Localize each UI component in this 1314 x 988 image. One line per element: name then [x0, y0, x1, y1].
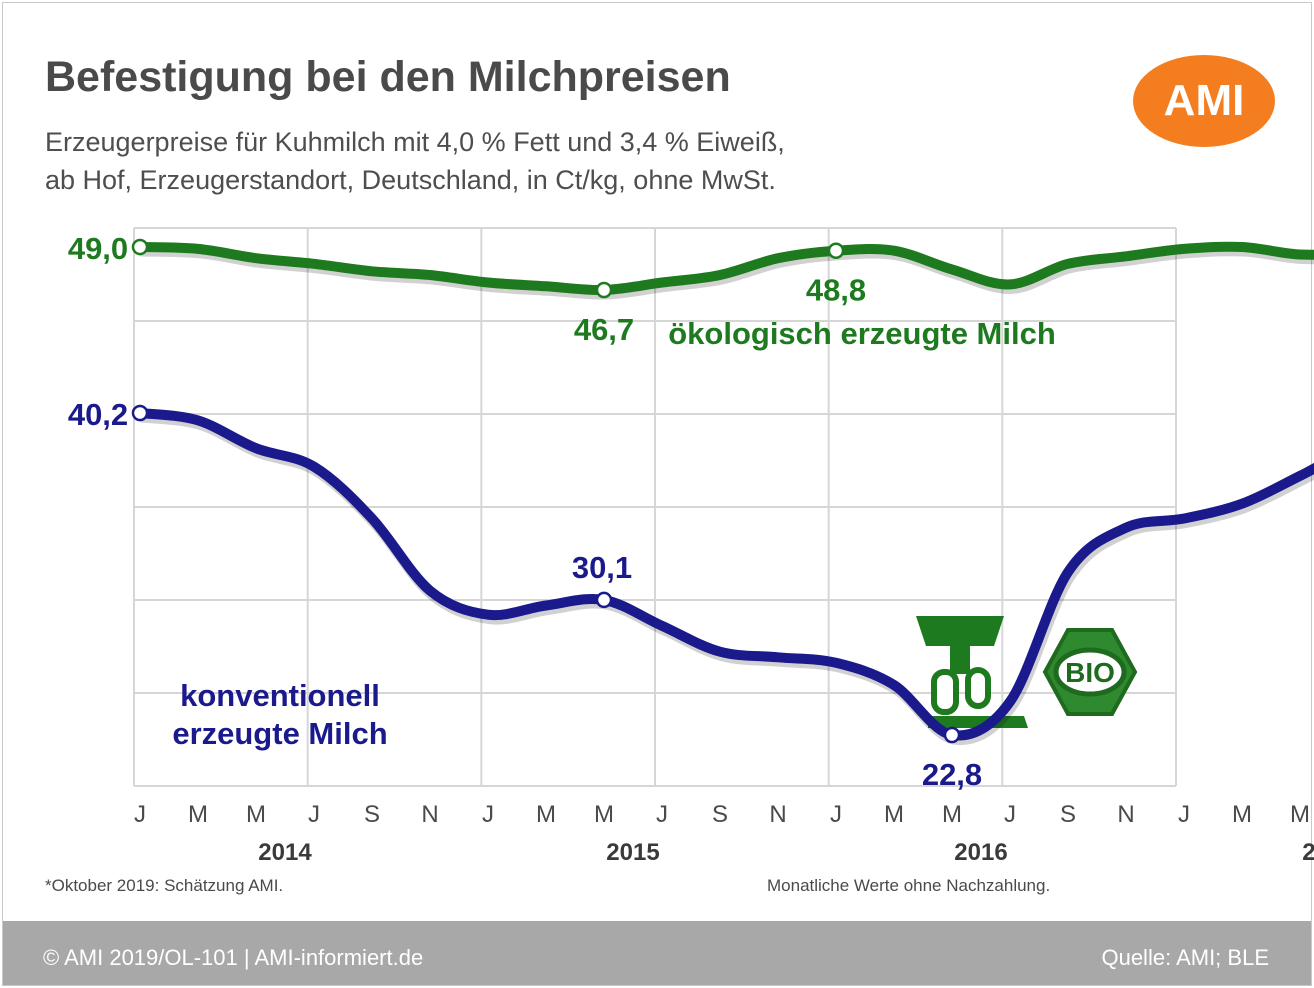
data-point-marker: [595, 281, 613, 299]
x-tick-label: N: [421, 801, 438, 828]
subtitle-line-1: Erzeugerpreise für Kuhmilch mit 4,0 % Fe…: [45, 127, 785, 157]
x-tick-label: J: [134, 801, 146, 828]
milk-tank-icon: [916, 616, 1028, 728]
series-organic: 49,046,748,848,947,347,1*ökologisch erze…: [68, 231, 1314, 351]
data-label: 22,8: [922, 757, 982, 792]
x-tick-label: J: [1004, 801, 1016, 828]
year-label: 2016: [954, 839, 1007, 866]
x-tick-label: M: [536, 801, 556, 828]
data-point-marker: [827, 242, 845, 259]
data-point-marker: [595, 591, 613, 609]
series-layer: 49,046,748,848,947,347,1*ökologisch erze…: [68, 231, 1314, 792]
x-tick-label: N: [769, 801, 786, 828]
chart-icons: BIO: [916, 616, 1138, 728]
series-conventional: 40,230,122,839,134,732,9*konventioneller…: [68, 397, 1314, 792]
data-label: 46,7: [574, 312, 634, 347]
x-tick-label: S: [1060, 801, 1076, 828]
series-line: [135, 241, 1314, 296]
footer-bar: [3, 921, 1311, 985]
data-point-marker: [131, 238, 149, 256]
bio-seal-label: BIO: [1065, 657, 1115, 688]
chart-grid: [133, 227, 1177, 787]
x-tick-label: S: [364, 801, 380, 828]
data-point-marker: [943, 726, 961, 744]
year-label: 2017: [1302, 839, 1314, 866]
data-label: 49,0: [68, 231, 128, 266]
x-tick-label: M: [1290, 801, 1310, 828]
x-tick-label: J: [656, 801, 668, 828]
x-tick-label: M: [246, 801, 266, 828]
footnote-estimate: *Oktober 2019: Schätzung AMI.: [45, 876, 284, 895]
subtitle-line-2: ab Hof, Erzeugerstandort, Deutschland, i…: [45, 165, 776, 195]
x-axis: JMMJSN2014JMMJSN2015JMMJSN2016JMMJSN2017…: [134, 801, 1314, 866]
series-name-label-line2: erzeugte Milch: [172, 716, 387, 751]
ami-logo: AMI: [1133, 55, 1275, 147]
series-name-label: konventionell: [180, 678, 380, 713]
x-tick-label: J: [482, 801, 494, 828]
x-tick-label: N: [1117, 801, 1134, 828]
x-tick-label: S: [712, 801, 728, 828]
series-name-label: ökologisch erzeugte Milch: [668, 316, 1056, 351]
series-line: [135, 408, 1314, 741]
year-label: 2014: [258, 839, 312, 866]
x-tick-label: M: [1232, 801, 1252, 828]
data-point-marker: [131, 404, 149, 422]
x-tick-label: J: [308, 801, 320, 828]
footer-copyright: © AMI 2019/OL-101 | AMI-informiert.de: [43, 945, 424, 970]
chart-title: Befestigung bei den Milchpreisen: [45, 53, 731, 101]
x-tick-label: J: [1178, 801, 1190, 828]
x-tick-label: M: [594, 801, 614, 828]
x-tick-label: M: [188, 801, 208, 828]
bio-seal-icon: [1042, 628, 1138, 716]
x-tick-label: J: [830, 801, 842, 828]
footer-source: Quelle: AMI; BLE: [1101, 945, 1269, 970]
chart-subtitle: Erzeugerpreise für Kuhmilch mit 4,0 % Fe…: [45, 123, 785, 199]
x-tick-label: M: [942, 801, 962, 828]
data-label: 40,2: [68, 397, 128, 432]
footnote-monthly: Monatliche Werte ohne Nachzahlung.: [767, 876, 1051, 895]
x-tick-label: M: [884, 801, 904, 828]
data-label: 48,8: [806, 273, 866, 308]
data-label: 30,1: [572, 550, 632, 585]
year-label: 2015: [606, 839, 659, 866]
